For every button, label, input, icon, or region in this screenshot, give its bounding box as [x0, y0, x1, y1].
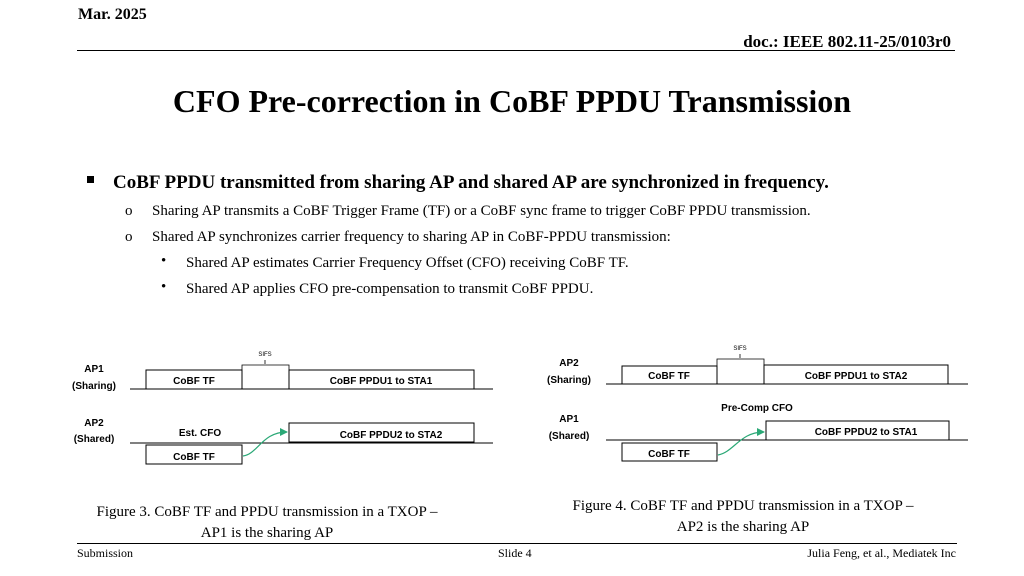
- fig4-tf-bottom-label: CoBF TF: [648, 449, 690, 460]
- fig4-precomp-label: Pre-Comp CFO: [721, 403, 793, 414]
- fig4-tf-top-label: CoBF TF: [648, 371, 690, 382]
- circle-bullet-icon: o: [125, 203, 133, 219]
- footer-divider: [77, 543, 957, 544]
- bullet-sub-2-item-1: Shared AP estimates Carrier Frequency Of…: [186, 255, 629, 271]
- fig4-ap-bottom: AP1: [559, 414, 579, 425]
- footer-author: Julia Feng, et al., Mediatek Inc: [807, 546, 956, 560]
- circle-bullet-icon: o: [125, 229, 133, 245]
- fig3-sync-arrow: [242, 428, 288, 457]
- fig3-tf-top-box: [145, 369, 243, 390]
- fig3-ap-top: AP1: [84, 364, 104, 375]
- header-divider: [77, 50, 955, 51]
- footer-left: Submission: [77, 546, 134, 560]
- figure-4-caption-line-1: Figure 4. CoBF TF and PPDU transmission …: [572, 498, 914, 514]
- header-doc-id: doc.: IEEE 802.11-25/0103r0: [743, 32, 951, 51]
- fig3-sifs-bracket: [241, 364, 290, 370]
- bullet-sub-2-item-2: Shared AP applies CFO pre-compensation t…: [186, 281, 594, 297]
- fig4-ap-top-role: (Sharing): [547, 375, 591, 386]
- slide-title: CFO Pre-correction in CoBF PPDU Transmis…: [172, 83, 852, 119]
- fig4-ppdu-bottom-box: [765, 420, 950, 441]
- fig4-sifs-bracket: [716, 358, 765, 366]
- fig4-sifs-label: SIFS: [733, 346, 746, 352]
- dot-bullet-icon: •: [161, 253, 167, 269]
- header-date: Mar. 2025: [78, 6, 147, 23]
- fig4-ap-bottom-role: (Shared): [549, 431, 590, 442]
- fig3-tf-top-label: CoBF TF: [173, 376, 215, 387]
- figure-3-caption-line-2: AP1 is the sharing AP: [200, 525, 334, 541]
- fig3-tf-bottom-box: [145, 444, 243, 465]
- fig3-tf-bottom-label: CoBF TF: [173, 452, 215, 463]
- fig3-ap-bottom-role: (Shared): [74, 434, 115, 445]
- figure-4-caption-line-2: AP2 is the sharing AP: [676, 519, 810, 535]
- fig3-ap-bottom: AP2: [84, 418, 104, 429]
- fig3-ppdu-top-box: [288, 369, 475, 390]
- fig4-ppdu-top-box: [763, 364, 949, 385]
- figure-3-caption-line-1: Figure 3. CoBF TF and PPDU transmission …: [96, 504, 438, 520]
- bullet-main: CoBF PPDU transmitted from sharing AP an…: [113, 172, 829, 193]
- bullet-sub-1: Sharing AP transmits a CoBF Trigger Fram…: [152, 203, 811, 219]
- square-bullet-icon: [87, 176, 94, 183]
- fig4-tf-bottom-box: [621, 442, 718, 462]
- fig4-sync-arrow: [717, 428, 765, 456]
- fig3-sifs-label: SIFS: [258, 352, 271, 358]
- fig3-ppdu-bottom-box: [288, 422, 475, 443]
- fig3-ppdu-bottom-label: CoBF PPDU2 to STA2: [340, 430, 443, 441]
- fig4-ppdu-top-label: CoBF PPDU1 to STA2: [805, 371, 908, 382]
- figure-4-caption: Figure 4. CoBF TF and PPDU transmission …: [538, 496, 948, 538]
- dot-bullet-icon: •: [161, 279, 167, 295]
- fig3-ppdu-top-label: CoBF PPDU1 to STA1: [330, 376, 433, 387]
- bullet-sub-2: Shared AP synchronizes carrier frequency…: [152, 229, 671, 245]
- figure-3-caption: Figure 3. CoBF TF and PPDU transmission …: [62, 502, 472, 544]
- footer-slide-number: Slide 4: [498, 546, 532, 560]
- fig3-ap-top-role: (Sharing): [72, 381, 116, 392]
- fig4-ppdu-bottom-label: CoBF PPDU2 to STA1: [815, 427, 918, 438]
- fig4-tf-top-box: [621, 365, 718, 385]
- fig3-est-cfo: Est. CFO: [179, 428, 221, 439]
- fig4-ap-top: AP2: [559, 358, 579, 369]
